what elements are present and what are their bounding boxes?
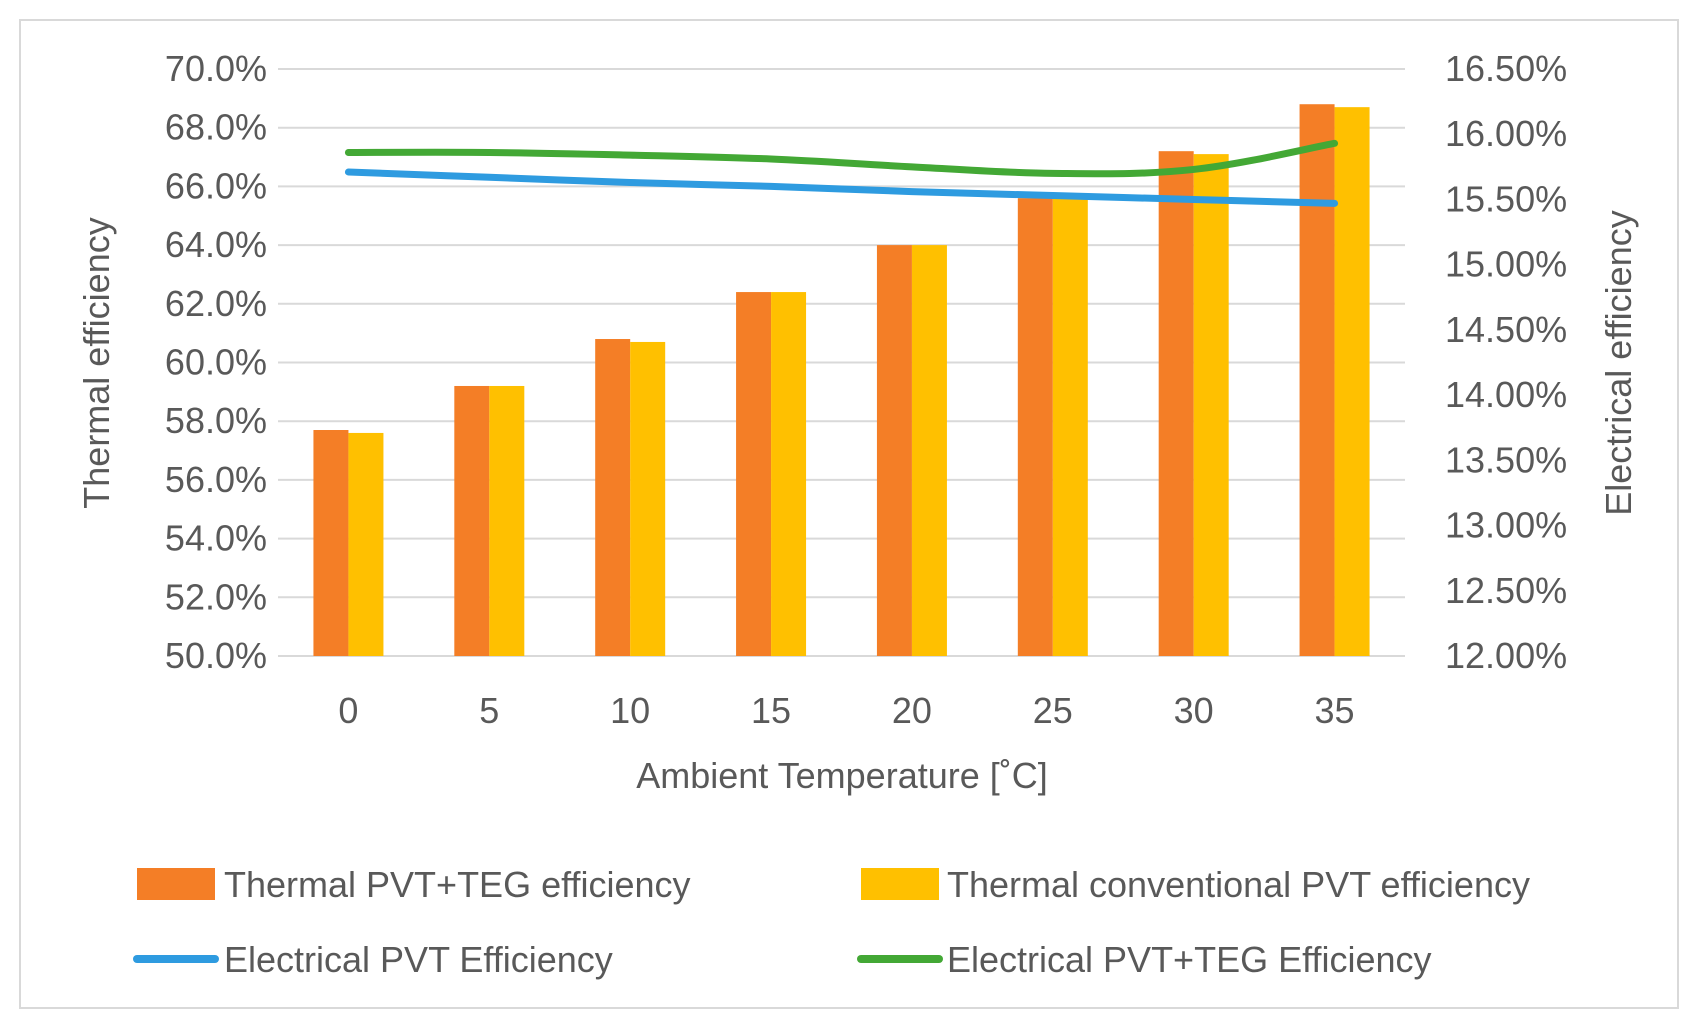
y-axis-title: Thermal efficiency (76, 217, 117, 508)
bar-thermal-pvt-teg (1299, 104, 1335, 657)
y-tick-label: 56.0% (165, 459, 267, 500)
y2-tick-label: 12.00% (1445, 635, 1567, 676)
line-electrical-pvt (344, 168, 1339, 207)
legend-label-thermal-pvt-teg: Thermal PVT+TEG efficiency (224, 864, 691, 905)
y2-tick-label: 13.50% (1445, 439, 1567, 480)
legend-label-thermal-conventional-pvt: Thermal conventional PVT efficiency (947, 864, 1530, 905)
y2-tick-label: 15.00% (1445, 244, 1567, 285)
bar-thermal-pvt-teg (313, 430, 349, 656)
line-electrical-pvt-teg (344, 139, 1339, 178)
legend-label-electrical-pvt-teg: Electrical PVT+TEG Efficiency (947, 939, 1432, 980)
bar-thermal-pvt-teg (736, 292, 772, 656)
y2-tick-label: 15.50% (1445, 178, 1567, 219)
lines (344, 139, 1339, 207)
x-tick-label: 25 (1033, 690, 1073, 731)
x-tick-label: 5 (479, 690, 499, 731)
x-tick-label: 35 (1315, 690, 1355, 731)
y-tick-label: 68.0% (165, 107, 267, 148)
y-tick-label: 54.0% (165, 518, 267, 559)
gridlines (278, 68, 1405, 657)
y2-tick-label: 14.00% (1445, 374, 1567, 415)
bar-thermal-pvt-teg (595, 339, 631, 656)
bar-thermal-conventional-pvt (911, 245, 947, 656)
bar-thermal-conventional-pvt (1334, 107, 1370, 656)
x-tick-label: 30 (1174, 690, 1214, 731)
legend-swatch-thermal-pvt-teg (137, 868, 215, 900)
bar-thermal-pvt-teg (1017, 198, 1053, 656)
y-tick-label: 58.0% (165, 400, 267, 441)
y2-tick-label: 13.00% (1445, 505, 1567, 546)
bar-thermal-conventional-pvt (1193, 154, 1229, 657)
bar-thermal-conventional-pvt (348, 432, 384, 656)
bar-thermal-conventional-pvt (771, 292, 807, 656)
legend: Thermal PVT+TEG efficiency Thermal conve… (133, 864, 1530, 980)
x-tick-label: 20 (892, 690, 932, 731)
x-tick-label: 15 (751, 690, 791, 731)
bar-thermal-pvt-teg (876, 245, 912, 656)
bar-thermal-conventional-pvt (489, 385, 525, 656)
y-tick-label: 50.0% (165, 635, 267, 676)
y2-axis-title: Electrical efficiency (1598, 210, 1639, 515)
bar-thermal-pvt-teg (1158, 151, 1194, 656)
y2-tick-label: 16.00% (1445, 113, 1567, 154)
y-tick-label: 66.0% (165, 165, 267, 206)
y-tick-label: 62.0% (165, 283, 267, 324)
legend-swatch-thermal-conventional-pvt (861, 868, 939, 900)
y2-tick-label: 16.50% (1445, 48, 1567, 89)
bar-thermal-conventional-pvt (630, 341, 666, 656)
bar-thermal-pvt-teg (454, 385, 490, 656)
chart-frame (19, 19, 1679, 1009)
y-tick-label: 60.0% (165, 342, 267, 383)
tick-labels: 50.0% 52.0% 54.0% 56.0% 58.0% 60.0% 62.0% 64.0%… (165, 48, 1567, 731)
x-axis-title: Ambient Temperature [˚C] (636, 755, 1048, 796)
y2-tick-label: 14.50% (1445, 309, 1567, 350)
y-tick-label: 52.0% (165, 576, 267, 617)
x-tick-label: 0 (338, 690, 358, 731)
bar-thermal-conventional-pvt (1052, 198, 1088, 656)
legend-label-electrical-pvt: Electrical PVT Efficiency (224, 939, 613, 980)
bars (313, 104, 1370, 657)
y2-tick-label: 12.50% (1445, 570, 1567, 611)
y-tick-label: 70.0% (165, 48, 267, 89)
x-tick-label: 10 (610, 690, 650, 731)
y-tick-label: 64.0% (165, 224, 267, 265)
